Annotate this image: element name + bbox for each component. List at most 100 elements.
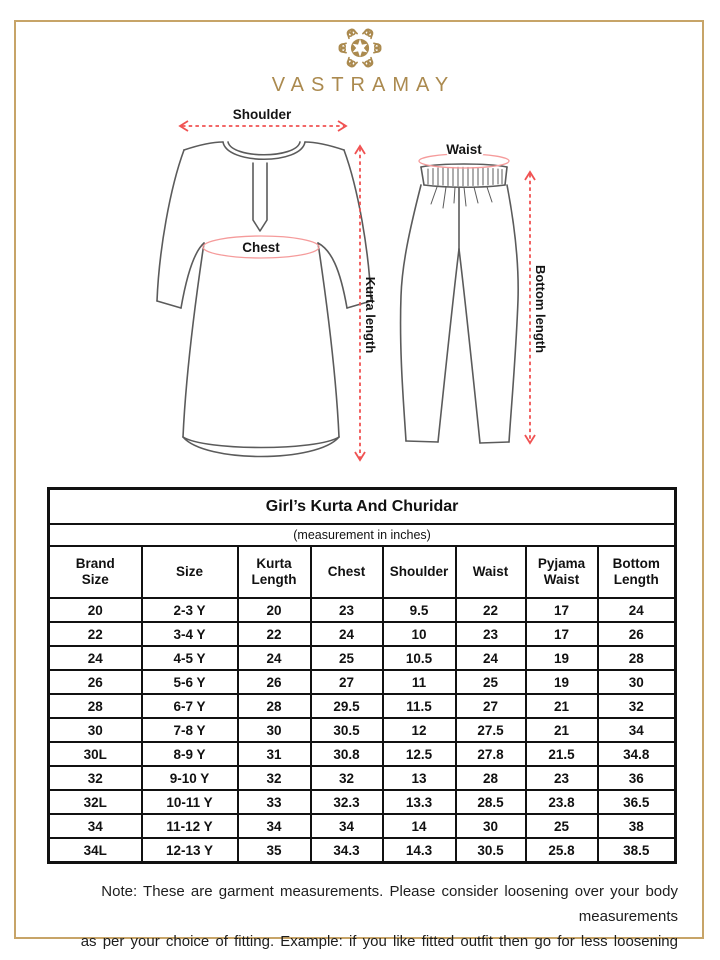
table-cell: 32 [47,765,143,791]
table-cell: 36.5 [596,789,677,815]
table-cell: 20 [236,597,312,623]
chest-label: Chest [242,240,280,255]
table-cell: 26 [596,621,677,647]
table-cell: 28 [454,765,527,791]
table-cell: 21 [524,717,599,743]
table-cell: 34L [47,837,143,864]
table-cell: 22 [47,621,143,647]
table-cell: 30.5 [309,717,384,743]
table-title-row: Girl’s Kurta And Churidar [47,487,677,525]
table-cell: 32.3 [309,789,384,815]
table-row: 28 6-7 Y 28 29.5 11.5 27 21 32 [47,693,677,719]
table-row: 32L 10-11 Y 33 32.3 13.3 28.5 23.8 36.5 [47,789,677,815]
table-cell: 27 [309,669,384,695]
table-cell: 7-8 Y [140,717,239,743]
table-cell: 23 [524,765,599,791]
table-cell: 24 [47,645,143,671]
table-cell: 22 [454,597,527,623]
table-cell: 10 [381,621,457,647]
column-header: Waist [454,545,527,599]
table-cell: 24 [236,645,312,671]
note-line-2: as per your choice of fitting. Example: … [80,933,678,950]
table-cell: 10-11 Y [140,789,239,815]
kurta-outline-drawing [156,141,372,458]
size-chart-table: Girl’s Kurta And Churidar (measurement i… [47,487,678,864]
churidar-outline-drawing [399,163,519,444]
table-cell: 8-9 Y [140,741,239,767]
table-cell: 17 [524,621,599,647]
table-cell: 27.5 [454,717,527,743]
table-cell: 28 [596,645,677,671]
table-cell: 34.3 [309,837,384,864]
table-cell: 32 [596,693,677,719]
table-subtitle: (measurement in inches) [47,523,677,547]
column-header: Chest [309,545,384,599]
table-cell: 23 [309,597,384,623]
table-cell: 28 [47,693,143,719]
table-cell: 9.5 [381,597,457,623]
table-cell: 11 [381,669,457,695]
brand-name: VASTRAMAY [271,74,456,96]
kurta-length-arrow [354,144,366,462]
table-cell: 14.3 [381,837,457,864]
table-cell: 38 [596,813,677,839]
table-row: 26 5-6 Y 26 27 11 25 19 30 [47,669,677,695]
table-cell: 14 [381,813,457,839]
chest-ellipse [202,235,320,259]
table-cell: 6-7 Y [140,693,239,719]
table-cell: 34.8 [596,741,677,767]
brand-logo: VASTRAMAY [0,25,720,97]
table-cell: 22 [236,621,312,647]
table-cell: 25 [309,645,384,671]
table-cell: 24 [596,597,677,623]
table-cell: 26 [236,669,312,695]
table-cell: 29.5 [309,693,384,719]
table-cell: 34 [47,813,143,839]
table-cell: 25 [454,669,527,695]
table-cell: 27 [454,693,527,719]
table-cell: 32 [309,765,384,791]
table-cell: 17 [524,597,599,623]
table-cell: 2-3 Y [140,597,239,623]
table-cell: 30 [236,717,312,743]
waist-ellipse [418,153,510,169]
table-cell: 24 [454,645,527,671]
table-row: 24 4-5 Y 24 25 10.5 24 19 28 [47,645,677,671]
table-cell: 13 [381,765,457,791]
table-cell: 26 [47,669,143,695]
note-line-1: Note: These are garment measurements. Pl… [101,883,678,925]
table-cell: 25.8 [524,837,599,864]
table-cell: 10.5 [381,645,457,671]
table-cell: 11.5 [381,693,457,719]
table-cell: 30L [47,741,143,767]
table-cell: 30.5 [454,837,527,864]
table-cell: 23.8 [524,789,599,815]
table-row: 30 7-8 Y 30 30.5 12 27.5 21 34 [47,717,677,743]
table-cell: 28.5 [454,789,527,815]
table-cell: 32 [236,765,312,791]
table-cell: 36 [596,765,677,791]
shoulder-arrow [178,120,348,132]
table-cell: 34 [309,813,384,839]
table-cell: 5-6 Y [140,669,239,695]
table-cell: 30 [47,717,143,743]
shoulder-label: Shoulder [233,107,292,122]
column-header: Shoulder [381,545,457,599]
column-header: Bottom Length [596,545,677,599]
column-header: Kurta Length [236,545,312,599]
column-header: Size [140,545,239,599]
table-row: 22 3-4 Y 22 24 10 23 17 26 [47,621,677,647]
table-row: 34 11-12 Y 34 34 14 30 25 38 [47,813,677,839]
size-table-body: 20 2-3 Y 20 23 9.5 22 17 24 22 3-4 Y 22 24 10 23 17 26 2… [47,597,677,864]
column-header: Pyjama Waist [524,545,599,599]
table-cell: 34 [236,813,312,839]
table-cell: 21.5 [524,741,599,767]
table-cell: 31 [236,741,312,767]
kurta-length-label: Kurta length [363,277,378,354]
table-cell: 20 [47,597,143,623]
table-cell: 30 [596,669,677,695]
table-cell: 21 [524,693,599,719]
table-cell: 25 [524,813,599,839]
table-subtitle-row: (measurement in inches) [47,523,677,547]
